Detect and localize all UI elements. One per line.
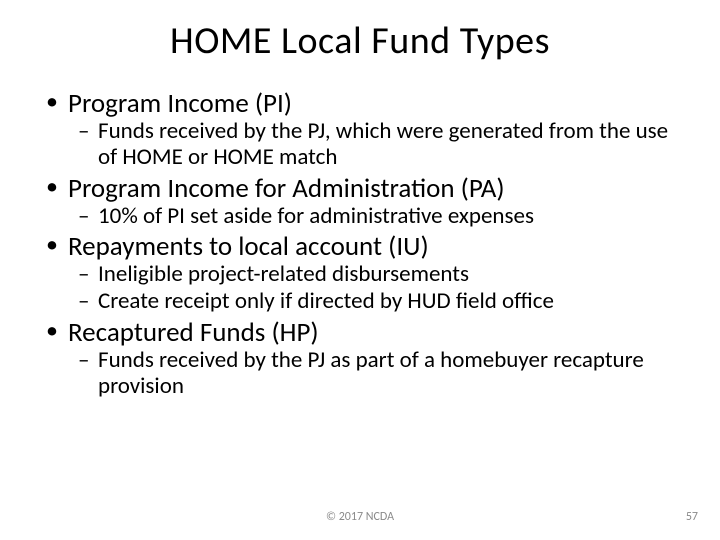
page-number: 57 xyxy=(686,510,698,524)
slide: HOME Local Fund Types Program Income (PI… xyxy=(0,0,720,540)
bullet-text: Recaptured Funds (HP) xyxy=(68,316,319,349)
sub-item: 10% of PI set aside for administrative e… xyxy=(68,204,680,230)
sub-item: Create receipt only if directed by HUD f… xyxy=(68,289,680,315)
bullet-text: Repayments to local account (IU) xyxy=(68,230,429,263)
sub-item: Ineligible project-related disbursements xyxy=(68,262,680,288)
bullet-item: Repayments to local account (IU) Ineligi… xyxy=(40,231,680,315)
sub-list: Ineligible project-related disbursements… xyxy=(68,262,680,315)
bullet-list: Program Income (PI) Funds received by th… xyxy=(40,88,680,399)
bullet-text: Program Income (PI) xyxy=(68,87,292,120)
sub-list: Funds received by the PJ as part of a ho… xyxy=(68,348,680,400)
bullet-item: Program Income (PI) Funds received by th… xyxy=(40,88,680,171)
bullet-text: Program Income for Administration (PA) xyxy=(68,172,505,205)
sub-item: Funds received by the PJ as part of a ho… xyxy=(68,348,680,400)
sub-list: 10% of PI set aside for administrative e… xyxy=(68,204,680,230)
sub-list: Funds received by the PJ, which were gen… xyxy=(68,119,680,171)
sub-item: Funds received by the PJ, which were gen… xyxy=(68,119,680,171)
bullet-item: Recaptured Funds (HP) Funds received by … xyxy=(40,317,680,400)
copyright-text: © 2017 NCDA xyxy=(0,510,720,524)
bullet-item: Program Income for Administration (PA) 1… xyxy=(40,173,680,230)
slide-title: HOME Local Fund Types xyxy=(40,18,680,64)
